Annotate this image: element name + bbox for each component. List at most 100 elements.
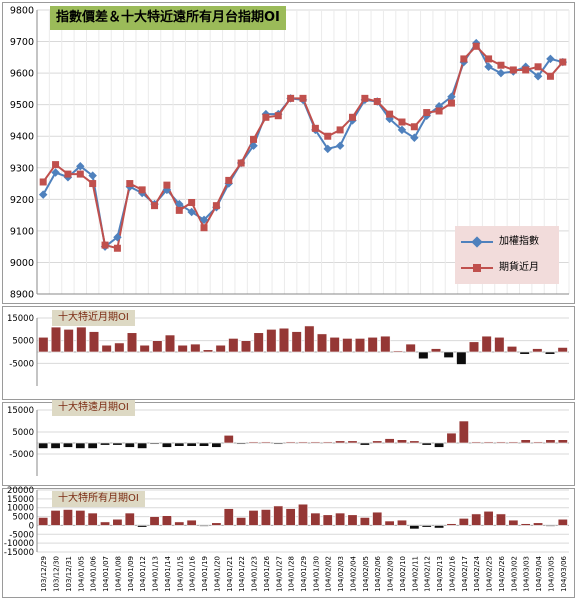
bar xyxy=(273,505,284,526)
y-tick-label: 8900 xyxy=(10,290,34,301)
y-tick-label: 9000 xyxy=(10,258,34,269)
bar xyxy=(137,525,148,528)
bar xyxy=(409,440,420,444)
bar xyxy=(468,341,480,353)
data-point-futures xyxy=(373,98,381,106)
bar xyxy=(199,525,210,527)
data-point-futures xyxy=(361,94,369,102)
bar xyxy=(421,525,432,528)
bar xyxy=(443,351,454,358)
bar xyxy=(494,336,505,353)
x-tick-label: 104/02/03 xyxy=(337,556,345,592)
far-month-label: 十大特遠月期OI xyxy=(52,400,135,416)
bar xyxy=(396,439,407,444)
bar xyxy=(471,513,482,526)
bar xyxy=(418,351,429,360)
data-point-futures xyxy=(89,180,97,188)
bar xyxy=(347,440,358,444)
data-point-index xyxy=(447,92,456,102)
bar xyxy=(483,441,494,444)
bar xyxy=(223,434,234,444)
x-tick-label: 104/02/26 xyxy=(498,555,506,591)
data-point-futures xyxy=(386,110,394,118)
bar xyxy=(335,512,346,526)
y-tick-label: 0 xyxy=(29,521,34,531)
data-point-futures xyxy=(509,66,517,74)
data-point-index xyxy=(76,161,85,171)
x-tick-label: 104/03/06 xyxy=(560,555,568,591)
data-point-futures xyxy=(410,123,418,131)
legend-swatch-futures xyxy=(461,264,493,272)
bar xyxy=(297,441,309,444)
bar xyxy=(506,346,518,353)
bar xyxy=(240,340,252,353)
x-tick-label: 104/01/09 xyxy=(127,556,135,592)
bar xyxy=(63,329,74,353)
bar xyxy=(152,340,163,353)
bar xyxy=(533,441,544,444)
x-tick-label: 104/03/03 xyxy=(523,556,531,592)
legend-swatch-index xyxy=(461,236,493,248)
bar xyxy=(186,519,197,526)
data-point-index xyxy=(249,141,258,150)
bar xyxy=(38,336,49,353)
x-tick-label: 104/02/25 xyxy=(486,556,494,592)
bar xyxy=(50,326,62,353)
bar xyxy=(215,344,226,353)
x-tick-label: 104/02/06 xyxy=(374,555,382,591)
bar xyxy=(384,520,395,526)
bar xyxy=(50,510,61,526)
data-point-futures xyxy=(472,42,480,50)
bar xyxy=(481,335,492,353)
x-tick-label: 104/01/27 xyxy=(275,556,283,592)
bar xyxy=(137,442,148,449)
bar xyxy=(87,442,98,449)
bar xyxy=(471,441,482,444)
bar xyxy=(285,441,296,444)
bar xyxy=(519,351,530,355)
bar xyxy=(557,347,568,353)
bar xyxy=(434,525,445,529)
data-point-futures xyxy=(423,109,431,117)
data-point-index xyxy=(113,232,122,242)
bar xyxy=(405,343,416,353)
data-point-futures xyxy=(497,61,505,69)
bar xyxy=(316,333,328,353)
bar xyxy=(211,442,222,448)
y-tick-label: 9800 xyxy=(10,6,34,17)
bar xyxy=(392,350,404,353)
data-point-futures xyxy=(534,63,542,71)
x-tick-label: 103/12/31 xyxy=(65,556,73,592)
bar xyxy=(409,525,420,530)
bar xyxy=(483,510,494,526)
bar xyxy=(310,441,321,444)
bar xyxy=(223,508,234,526)
bar xyxy=(100,521,111,526)
bar xyxy=(149,442,160,445)
bar xyxy=(161,442,172,448)
data-point-futures xyxy=(76,170,84,178)
x-tick-label: 104/01/26 xyxy=(263,555,271,591)
bar xyxy=(253,332,264,353)
bar xyxy=(545,439,556,444)
bar xyxy=(297,503,309,526)
bar xyxy=(228,338,239,353)
bar xyxy=(495,513,506,526)
bar xyxy=(248,510,259,526)
data-point-futures xyxy=(398,118,406,126)
data-point-index xyxy=(410,133,419,143)
x-tick-label: 104/02/17 xyxy=(461,556,469,592)
x-tick-label: 104/01/15 xyxy=(176,556,184,592)
bar xyxy=(278,327,290,353)
bar xyxy=(161,515,172,526)
y-tick-label: 9700 xyxy=(10,37,34,48)
x-tick-label: 104/01/12 xyxy=(139,556,147,592)
chart-title: 指數價差＆十大特近遠所有月台指期OI xyxy=(50,6,286,30)
x-tick-label: 104/02/04 xyxy=(349,555,357,591)
bar xyxy=(359,442,370,446)
bar xyxy=(446,432,457,444)
x-tick-label: 104/02/12 xyxy=(424,556,432,592)
data-point-futures xyxy=(311,124,319,132)
